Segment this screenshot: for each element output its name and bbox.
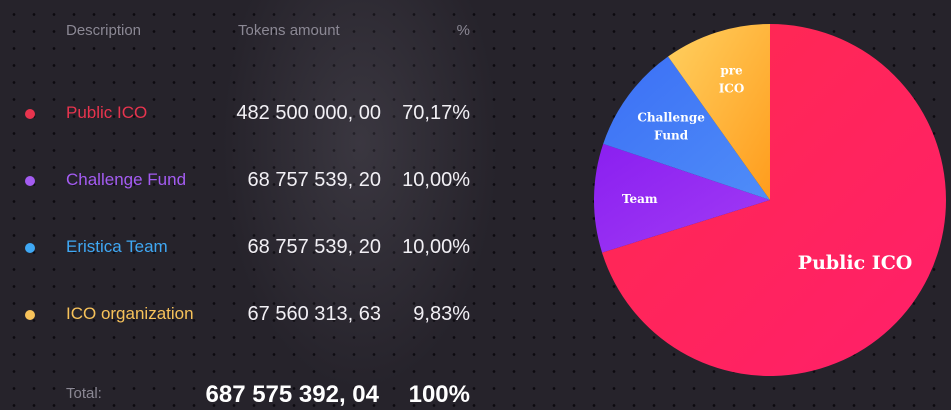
pie-slice-label: pre ICO: [719, 64, 745, 96]
total-amount: 687 575 392, 04: [205, 381, 380, 408]
pie-slice: [593, 143, 770, 253]
row-amount: 67 560 313, 63: [247, 303, 381, 325]
header-description: Description: [66, 22, 142, 39]
row-percent: 10,00%: [402, 169, 470, 191]
row-amount: 68 757 539, 20: [247, 236, 381, 258]
pie-slice: [603, 56, 770, 200]
row-percent: 70,17%: [402, 102, 470, 124]
pie-slice: [668, 24, 770, 200]
legend-dot: [25, 310, 35, 320]
legend-dot: [25, 176, 35, 186]
header-percent: %: [456, 22, 470, 39]
background-photo: [210, 0, 510, 410]
pie-slice-label: Team: [622, 192, 658, 206]
header-tokens-amount: Tokens amount: [238, 22, 340, 39]
row-label: ICO organization: [66, 304, 194, 323]
legend-dot: [25, 243, 35, 253]
pie-chart: Public ICO Team Challenge Fund pre ICO: [593, 24, 946, 376]
row-amount: 68 757 539, 20: [247, 169, 381, 191]
total-percent: 100%: [408, 381, 470, 408]
row-percent: 10,00%: [402, 236, 470, 258]
pie-slice-label: Challenge Fund: [637, 111, 705, 143]
row-percent: 9,83%: [413, 303, 470, 325]
legend-dot: [25, 109, 35, 119]
row-amount: 482 500 000, 00: [236, 102, 381, 124]
row-label: Challenge Fund: [66, 170, 187, 189]
row-label: Public ICO: [66, 103, 148, 122]
pie-slice: [602, 24, 946, 376]
total-label: Total:: [66, 385, 102, 402]
row-label: Eristica Team: [66, 237, 168, 256]
pie-slice-label: Public ICO: [798, 252, 913, 274]
